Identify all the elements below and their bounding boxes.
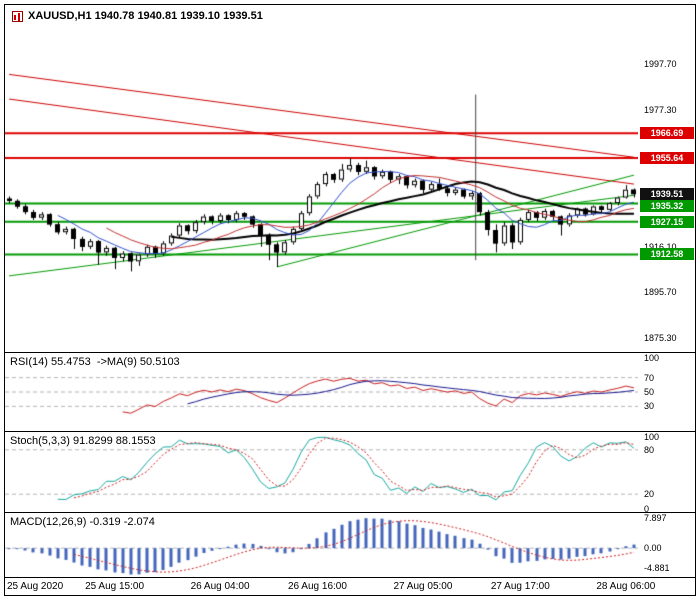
stochastic-panel: Stoch(5,3,3) 91.8299 88.1553 100 80 20 0 xyxy=(5,431,695,512)
price-axis-tick: 1875.30 xyxy=(644,332,677,343)
main-chart-panel: XAUUSD,H1 1940.78 1940.81 1939.10 1939.5… xyxy=(5,5,695,352)
price-axis-tick: 1895.70 xyxy=(644,287,677,298)
macd-canvas[interactable] xyxy=(5,513,638,577)
stochastic-axis: 100 80 20 0 xyxy=(639,432,695,512)
stochastic-axis-tick: 0 xyxy=(644,504,650,512)
macd-panel: MACD(12,26,9) -0.319 -2.074 7.897 0.00 -4.… xyxy=(5,512,695,577)
price-label-chip: 1927.15 xyxy=(640,215,694,228)
rsi-axis-tick: 100 xyxy=(644,353,660,363)
macd-axis-tick: 0.00 xyxy=(644,543,662,554)
time-axis-label: 26 Aug 16:00 xyxy=(287,581,347,592)
stochastic-label: Stoch(5,3,3) 91.8299 88.1553 xyxy=(10,435,156,447)
price-label-chip: 1912.58 xyxy=(640,248,694,261)
chart-frame: XAUUSD,H1 1940.78 1940.81 1939.10 1939.5… xyxy=(4,4,696,596)
time-axis-label: 28 Aug 06:00 xyxy=(596,581,656,592)
macd-axis-tick: 7.897 xyxy=(644,513,667,523)
price-chart-canvas[interactable] xyxy=(5,5,638,352)
stochastic-canvas[interactable] xyxy=(5,432,638,512)
symbol-header: XAUUSD,H1 1940.78 1940.81 1939.10 1939.5… xyxy=(12,10,263,22)
stochastic-axis-tick: 100 xyxy=(644,432,660,442)
rsi-label: RSI(14) 55.4753 ->MA(9) 50.5103 xyxy=(10,356,180,368)
macd-label: MACD(12,26,9) -0.319 -2.074 xyxy=(10,516,155,528)
price-label-chip: 1939.51 xyxy=(640,188,694,201)
macd-axis-tick: -4.881 xyxy=(644,563,670,574)
macd-axis: 7.897 0.00 -4.881 xyxy=(639,513,695,577)
time-axis-label: 25 Aug 2020 xyxy=(7,581,64,592)
price-label-chip: 1955.64 xyxy=(640,152,694,165)
rsi-axis-tick: 70 xyxy=(644,372,655,383)
price-label-chip: 1935.32 xyxy=(640,200,694,213)
stochastic-axis-tick: 80 xyxy=(644,444,655,455)
time-axis-label: 27 Aug 17:00 xyxy=(490,581,550,592)
chart-window-icon xyxy=(12,10,23,22)
rsi-axis-tick: 50 xyxy=(644,387,655,397)
price-axis-tick: 1997.70 xyxy=(644,58,677,69)
time-axis-label: 26 Aug 04:00 xyxy=(190,581,250,592)
stochastic-axis-tick: 20 xyxy=(644,489,655,500)
time-axis-label: 27 Aug 05:00 xyxy=(393,581,453,592)
rsi-panel: RSI(14) 55.4753 ->MA(9) 50.5103 100 70 50 3… xyxy=(5,352,695,431)
price-label-chip: 1966.69 xyxy=(640,127,694,140)
time-axis-label: 25 Aug 15:00 xyxy=(85,581,145,592)
rsi-canvas[interactable] xyxy=(5,353,638,431)
price-axis-tick: 1916.10 xyxy=(644,241,677,252)
symbol-ohlc-text: XAUUSD,H1 1940.78 1940.81 1939.10 1939.5… xyxy=(28,10,263,22)
rsi-axis-tick: 30 xyxy=(644,401,655,412)
price-axis-tick: 1977.30 xyxy=(644,104,677,115)
price-axis: 1997.70 1977.30 1916.10 1895.70 1875.30 1966.… xyxy=(639,5,695,352)
rsi-axis: 100 70 50 30 xyxy=(639,353,695,431)
time-axis: 25 Aug 2020 25 Aug 15:00 26 Aug 04:00 26 Au… xyxy=(5,577,695,595)
